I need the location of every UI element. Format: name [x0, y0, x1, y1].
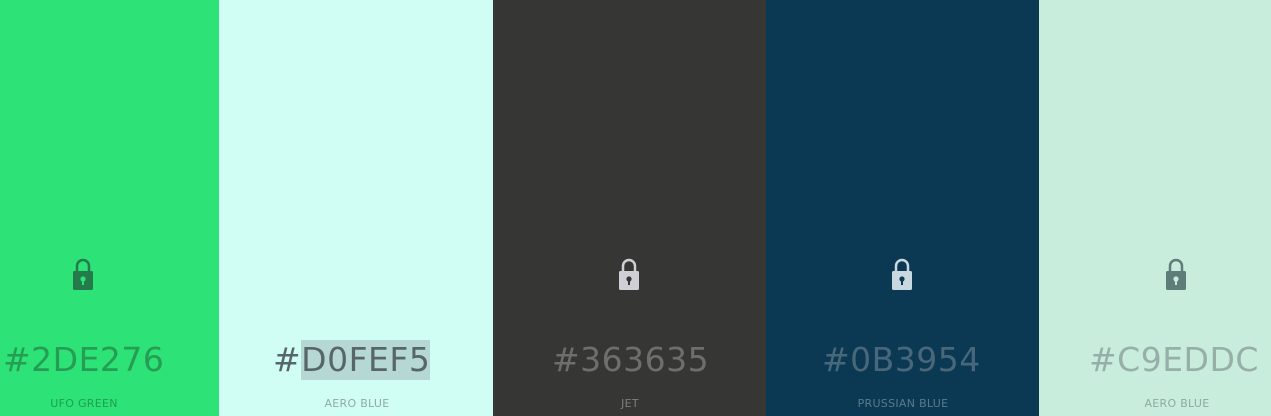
- padlock-icon[interactable]: [1165, 258, 1187, 290]
- hex-code[interactable]: #D0FEF5: [273, 340, 431, 380]
- hex-prefix: #: [273, 340, 302, 379]
- hex-code[interactable]: #C9EDDC: [1089, 340, 1259, 380]
- hex-value-selected: D0FEF5: [301, 340, 431, 380]
- padlock-icon[interactable]: [618, 258, 640, 290]
- hex-code[interactable]: #2DE276: [3, 340, 164, 380]
- color-swatch[interactable]: [766, 0, 1039, 416]
- padlock-icon[interactable]: [891, 258, 913, 290]
- color-swatch[interactable]: [493, 0, 766, 416]
- hex-prefix: #: [822, 340, 851, 379]
- color-name[interactable]: AERO BLUE: [324, 397, 390, 410]
- color-swatch[interactable]: [1039, 0, 1271, 416]
- hex-value: 363635: [580, 340, 710, 379]
- color-name[interactable]: PRUSSIAN BLUE: [857, 397, 949, 410]
- padlock-icon[interactable]: [72, 258, 94, 290]
- hex-prefix: #: [3, 340, 32, 379]
- hex-code[interactable]: #363635: [552, 340, 709, 380]
- color-swatch[interactable]: [0, 0, 219, 416]
- hex-value: 2DE276: [31, 340, 165, 379]
- hex-code[interactable]: #0B3954: [822, 340, 981, 380]
- hex-prefix: #: [552, 340, 581, 379]
- color-name[interactable]: AERO BLUE: [1144, 397, 1210, 410]
- color-name[interactable]: JET: [621, 397, 639, 410]
- hex-value: 0B3954: [850, 340, 981, 379]
- hex-value: C9EDDC: [1117, 340, 1259, 379]
- color-name[interactable]: UFO GREEN: [50, 397, 118, 410]
- hex-prefix: #: [1089, 340, 1118, 379]
